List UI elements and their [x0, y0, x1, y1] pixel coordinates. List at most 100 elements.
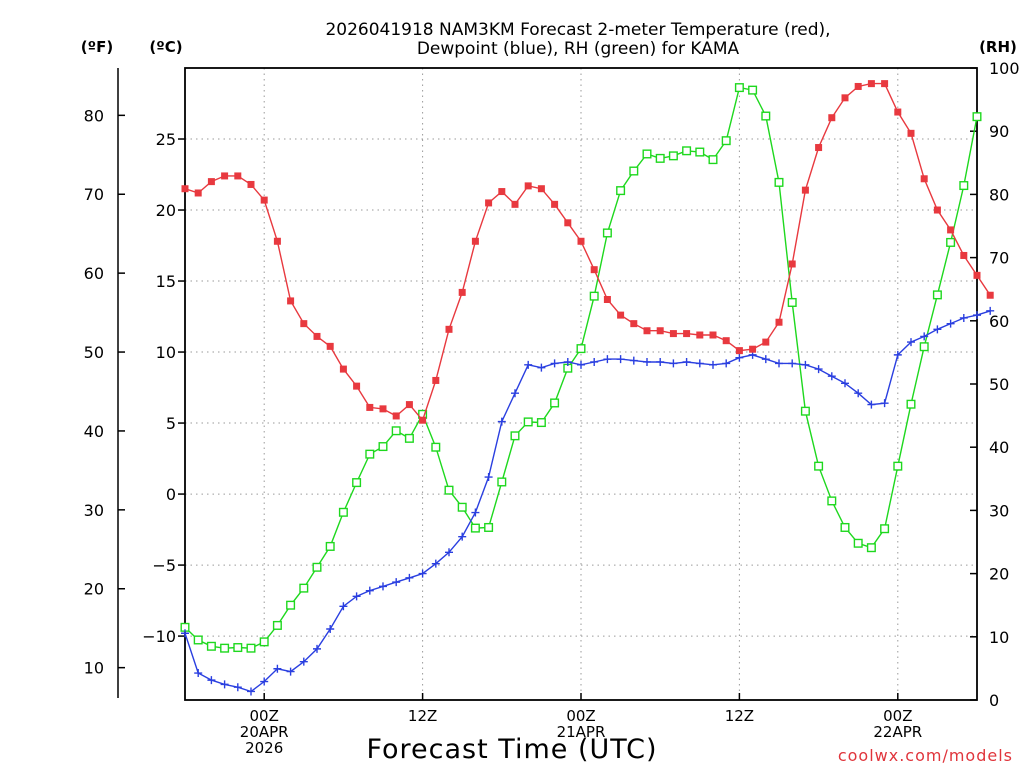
temperature-point: [485, 199, 493, 207]
rh-point: [365, 449, 375, 459]
rh-point: [550, 398, 560, 408]
dewpoint-point: [616, 355, 625, 364]
dewpoint-point: [445, 548, 453, 557]
temperature-point: [801, 186, 809, 194]
dewpoint-point: [577, 360, 585, 369]
dewpoint-point: [920, 332, 929, 341]
chart-title-line-2: Dewpoint (blue), RH (green) for KAMA: [417, 39, 740, 59]
dewpoint-point: [273, 664, 282, 673]
temperature-point: [260, 196, 268, 204]
dewpoint-point: [735, 353, 744, 362]
series-rh: [180, 83, 982, 653]
dewpoint-point: [431, 559, 440, 568]
time-tick-label: 22APR: [873, 723, 922, 741]
rh-point: [932, 290, 942, 300]
rh-point: [536, 418, 546, 428]
temperature-point: [920, 175, 928, 183]
temperature-point: [366, 403, 374, 411]
rh-tick-label: 80: [989, 185, 1009, 204]
temperature-point: [313, 332, 321, 340]
temperature-point: [392, 412, 400, 420]
rh-point: [893, 461, 903, 471]
temperature-point: [683, 330, 691, 338]
dewpoint-point: [761, 355, 770, 364]
temperature-point: [828, 114, 836, 122]
dewpoint-point: [392, 578, 401, 587]
temperature-point: [788, 260, 796, 268]
rh-tick-label: 0: [989, 691, 999, 710]
dewpoint-point: [841, 379, 849, 388]
celsius-tick-label: 20: [156, 201, 176, 220]
rh-point: [576, 344, 586, 354]
dewpoint-point: [867, 400, 876, 409]
rh-point: [523, 417, 533, 427]
rh-point: [682, 146, 692, 156]
rh-point: [734, 83, 744, 93]
temperature-point: [353, 382, 361, 390]
dewpoint-point: [233, 683, 242, 692]
dewpoint-line: [184, 310, 991, 693]
dewpoint-point: [682, 357, 691, 366]
rh-point: [919, 342, 929, 352]
dewpoint-point: [207, 676, 216, 685]
rh-point: [761, 111, 771, 121]
temperature-point: [894, 108, 902, 116]
dewpoint-point: [405, 573, 414, 582]
rh-point: [391, 426, 401, 436]
time-tick-label: 12Z: [408, 707, 437, 725]
rh-point: [655, 153, 665, 163]
fahrenheit-tick-label: 30: [84, 501, 104, 520]
dewpoint-point: [418, 569, 427, 578]
rh-tick-label: 20: [989, 565, 1009, 584]
chart-title: 2026041918 NAM3KM Forecast 2-meter Tempe…: [325, 20, 830, 59]
celsius-unit-label: (ºC): [149, 38, 182, 56]
celsius-tick-label: 25: [156, 130, 176, 149]
dewpoint-point: [775, 359, 783, 368]
series-temperature: [181, 80, 994, 424]
celsius-tick-label: −10: [142, 627, 176, 646]
celsius-tick-label: −5: [152, 556, 176, 575]
temperature-point: [656, 327, 664, 335]
chart-title-line-1: 2026041918 NAM3KM Forecast 2-meter Tempe…: [325, 20, 830, 40]
grid-lines: [185, 68, 977, 700]
rh-point: [642, 149, 652, 159]
rh-point: [972, 112, 982, 122]
rh-point: [880, 524, 890, 534]
temperature-point: [907, 129, 915, 137]
rh-point: [616, 186, 626, 196]
temperature-point: [221, 172, 229, 180]
rh-point: [193, 635, 203, 645]
rh-tick-label: 70: [989, 249, 1009, 268]
temperature-point: [735, 347, 743, 355]
rh-point: [787, 297, 797, 307]
dewpoint-point: [339, 602, 348, 611]
dewpoint-point: [880, 399, 889, 408]
dewpoint-point: [788, 359, 797, 368]
temperature-point: [947, 226, 955, 234]
temperature-point: [933, 206, 941, 214]
rh-point: [233, 643, 243, 653]
temperature-point: [881, 80, 889, 88]
dewpoint-point: [181, 629, 189, 638]
rh-point: [404, 433, 414, 443]
dewpoint-point: [656, 357, 665, 366]
temperature-point: [458, 288, 466, 296]
dewpoint-point: [365, 586, 374, 595]
rh-tick-label: 10: [989, 628, 1009, 647]
dewpoint-point: [458, 532, 467, 541]
time-tick-label: 21APR: [557, 723, 606, 741]
time-tick-label: 00Z: [250, 707, 279, 725]
rh-point: [946, 237, 956, 247]
temperature-point: [287, 297, 295, 305]
dewpoint-point: [299, 657, 308, 666]
rh-point: [431, 442, 441, 452]
temperature-point: [775, 318, 783, 326]
temperature-point: [419, 416, 427, 424]
rh-tick-label: 60: [989, 312, 1009, 331]
dewpoint-point: [933, 325, 942, 334]
fahrenheit-axis-ticks: 80 70 60 50 40 30 20 10: [84, 106, 125, 678]
temperature-point: [405, 401, 413, 409]
rh-point: [378, 442, 388, 452]
